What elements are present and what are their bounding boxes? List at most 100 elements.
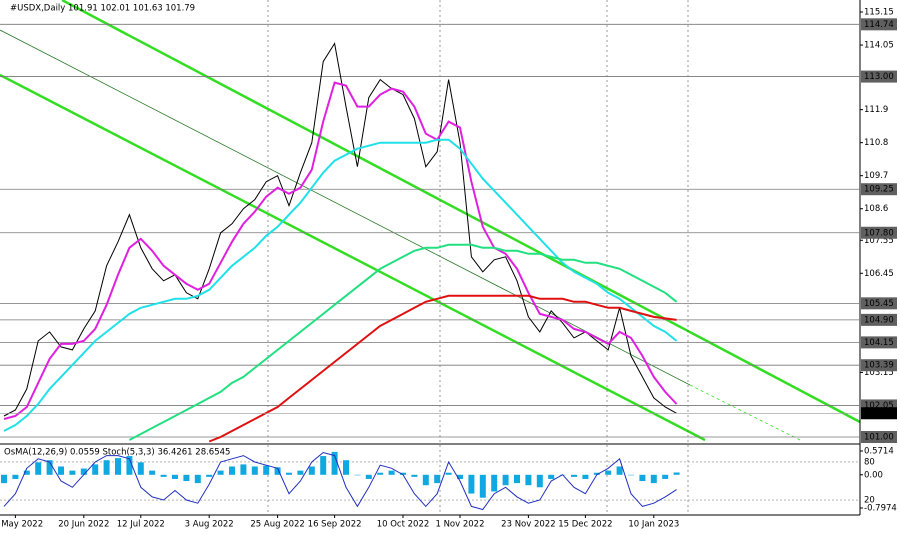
osma-bar: [274, 467, 281, 475]
series-line: [3, 81, 678, 420]
osma-bar: [479, 474, 486, 498]
trend-lines: [0, 0, 861, 442]
separators: [267, 0, 689, 515]
osma-bar: [502, 474, 509, 486]
level-label: 103.39: [864, 361, 894, 371]
osma-bar: [46, 460, 53, 475]
y-tick-label: 110.8: [864, 138, 888, 148]
osma-bar: [650, 474, 657, 484]
osma-bar: [1, 474, 7, 484]
x-tick-label: 20 Jun 2022: [58, 520, 109, 530]
level-label-bg: [861, 226, 897, 239]
x-tick-label: 27 May 2022: [0, 520, 43, 530]
osma-bar: [616, 466, 623, 475]
y-tick-label: 0.00: [864, 470, 883, 480]
x-tick-label: 1 Nov 2022: [435, 520, 484, 530]
level-label: 114.74: [864, 20, 894, 30]
osma-bar: [263, 465, 270, 475]
x-tick-label: 23 Nov 2022: [501, 520, 555, 530]
osma-bar: [183, 474, 190, 482]
level-label: 107.80: [864, 228, 894, 238]
x-tick-label: 10 Jan 2023: [628, 520, 679, 530]
y-tick-label: 114.05: [864, 41, 894, 51]
level-label-bg: [861, 70, 897, 83]
y-tick-label: 0.5714: [864, 447, 894, 457]
osma-bar: [639, 474, 646, 482]
x-tick-label: 3 Aug 2022: [185, 520, 234, 530]
level-label-bg: [861, 313, 897, 326]
series-line: [3, 138, 678, 432]
osma-bar: [92, 464, 99, 475]
osma-bar: [434, 474, 441, 484]
osma-bar: [149, 470, 156, 475]
osma-bar: [468, 474, 475, 494]
osma-bar: [525, 474, 532, 486]
osma-bar: [217, 470, 224, 475]
level-label: 105.45: [864, 299, 894, 309]
series-line: [208, 294, 677, 443]
osma-bar: [457, 474, 463, 479]
osma-bar: [320, 456, 327, 475]
level-label: 102.05: [864, 401, 894, 411]
osma-bar: [662, 474, 669, 479]
osma-bar: [137, 462, 144, 475]
osma-bar: [400, 472, 406, 475]
trend-line: [689, 384, 801, 441]
x-tick-label: 15 Dec 2022: [558, 520, 612, 530]
trend-line: [61, 0, 861, 424]
osma-bar: [593, 472, 600, 475]
y-tick-label: 109.7: [864, 171, 888, 181]
x-tick-label: 10 Oct 2022: [377, 520, 430, 530]
trend-line: [0, 73, 706, 442]
osma-bar: [240, 464, 247, 475]
osma-bar: [411, 474, 418, 477]
osma-bar: [297, 470, 304, 475]
y-tick-label: 107.55: [864, 236, 894, 246]
level-label: 113.00: [864, 72, 894, 82]
osma-bar: [194, 474, 201, 484]
osma-bar: [308, 466, 315, 475]
osma-bar: [445, 472, 452, 475]
osma-bar: [331, 451, 338, 475]
level-label: 101.00: [864, 432, 894, 442]
y2-tick-label: 80: [864, 457, 875, 467]
osma-bar: [491, 474, 498, 492]
y-tick-label: 115.15: [864, 8, 894, 18]
osma-bar: [229, 466, 235, 475]
y-tick-label: 103.15: [864, 368, 894, 378]
chart-header: #USDX,Daily 101.91 102.01 101.63 101.79: [10, 4, 195, 14]
osma-bar: [548, 474, 555, 479]
osma-bar: [388, 470, 395, 475]
osma-bar: [12, 474, 19, 479]
osma-bar: [422, 474, 429, 486]
level-label-bg: [861, 430, 897, 443]
osma-bar: [23, 470, 30, 475]
osma-bar: [605, 470, 612, 475]
y-tick-label: 111.9: [864, 105, 888, 115]
osma-bar: [172, 474, 178, 479]
x-tick-label: 12 Jul 2022: [117, 520, 165, 530]
x-tick-label: 25 Aug 2022: [250, 520, 304, 530]
level-label: 104.90: [864, 315, 894, 325]
last-price-bg: [861, 407, 897, 420]
osma-bar: [582, 474, 589, 479]
osma-bar: [571, 474, 577, 477]
osma-bar: [365, 474, 372, 479]
osma-bar: [69, 470, 76, 475]
level-label: 104.15: [864, 338, 894, 348]
y-tick-label: 108.6: [864, 204, 888, 214]
osma-bar: [206, 474, 213, 477]
osma-bar: [80, 468, 87, 475]
osma-bar: [343, 460, 349, 475]
osma-bar: [673, 472, 680, 475]
level-label-bg: [861, 297, 897, 310]
x-tick-label: 16 Sep 2022: [308, 520, 362, 530]
osma-bar: [126, 456, 133, 475]
osma-bar: [286, 472, 292, 475]
osma-bar: [103, 460, 110, 475]
indicator-header: OsMA(12,26,9) 0.0559 Stoch(5,3,3) 36.426…: [4, 448, 230, 458]
osma-bar: [377, 472, 384, 475]
osma-bar: [35, 462, 42, 475]
osma-bar: [115, 458, 121, 475]
